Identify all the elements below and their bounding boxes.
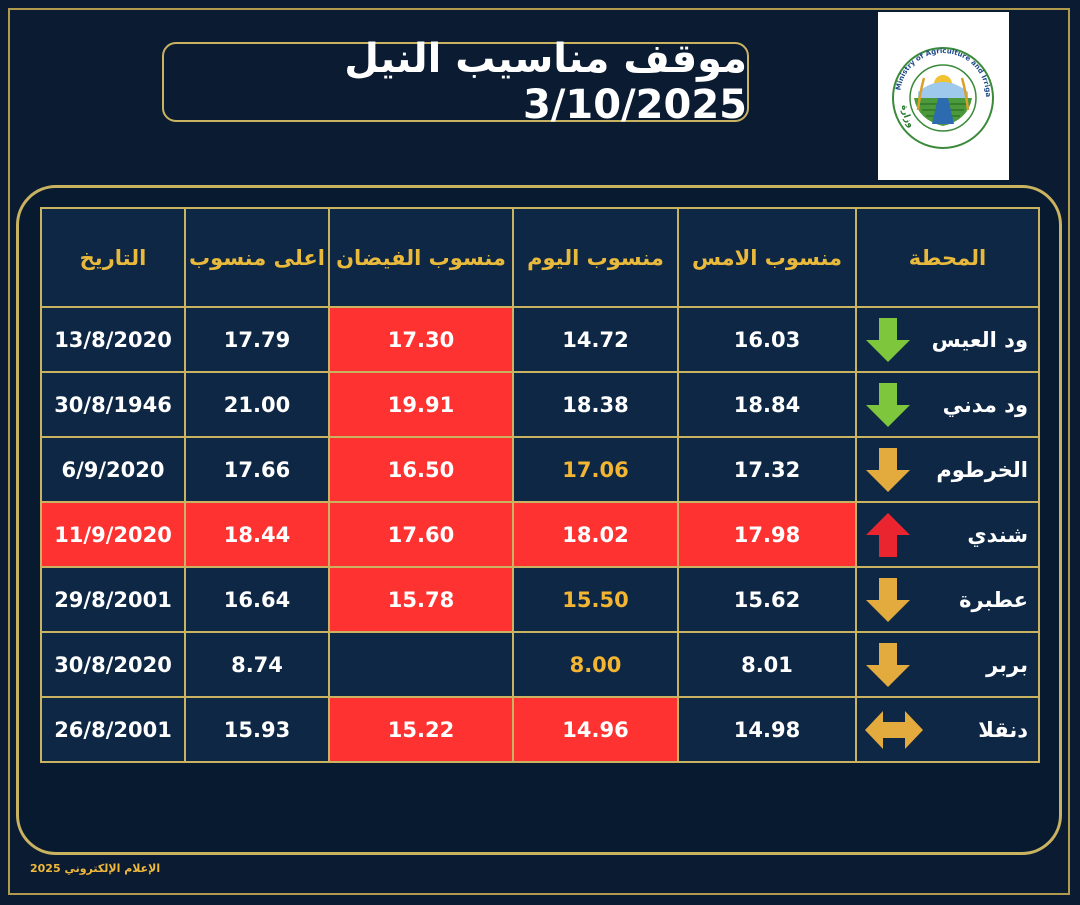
cell-today-level: 18.38: [512, 371, 679, 438]
table-row: 11/9/2020 18.44 17.60 18.02 17.98 شندي: [40, 501, 1040, 568]
nile-levels-table: التاريخ اعلى منسوب منسوب الفيضان منسوب ا…: [40, 207, 1040, 763]
table-row: 30/8/1946 21.00 19.91 18.38 18.84 ود مدن…: [40, 371, 1040, 438]
down-arrow-icon: [866, 577, 910, 622]
page-title: موقف مناسيب النيل 3/10/2025: [344, 36, 747, 128]
table-row: 29/8/2001 16.64 15.78 15.50 15.62 عطبرة: [40, 566, 1040, 633]
cell-today-level: 14.72: [512, 306, 679, 373]
cell-flood-level: 17.30: [328, 306, 514, 373]
cell-yesterday-level: 8.01: [677, 631, 857, 698]
cell-date: 6/9/2020: [40, 436, 186, 503]
table-header-row: التاريخ اعلى منسوب منسوب الفيضان منسوب ا…: [40, 207, 1040, 308]
station-name: شندي: [967, 522, 1028, 547]
cell-station: ود العيس: [855, 306, 1040, 373]
cell-date: 30/8/2020: [40, 631, 186, 698]
cell-max-level: 17.66: [184, 436, 330, 503]
footer-credit: الإعلام الإلكتروني 2025: [30, 862, 161, 875]
cell-yesterday-level: 18.84: [677, 371, 857, 438]
title-box: موقف مناسيب النيل 3/10/2025: [162, 36, 749, 128]
up-arrow-icon: [866, 512, 910, 557]
cell-date: 26/8/2001: [40, 696, 186, 763]
cell-station: عطبرة: [855, 566, 1040, 633]
cell-today-level: 8.00: [512, 631, 679, 698]
header-today-level: منسوب اليوم: [512, 207, 679, 308]
cell-station: دنقلا: [855, 696, 1040, 763]
down-arrow-icon: [866, 317, 910, 362]
header-date: التاريخ: [40, 207, 186, 308]
outer-frame: [8, 8, 1070, 895]
cell-date: 11/9/2020: [40, 501, 186, 568]
cell-max-level: 16.64: [184, 566, 330, 633]
header-max-level: اعلى منسوب: [184, 207, 330, 308]
down-arrow-icon: [866, 447, 910, 492]
cell-flood-level: 16.50: [328, 436, 514, 503]
cell-yesterday-level: 17.32: [677, 436, 857, 503]
station-name: ود العيس: [931, 327, 1028, 352]
cell-yesterday-level: 16.03: [677, 306, 857, 373]
table-row: 26/8/2001 15.93 15.22 14.96 14.98 دنقلا: [40, 696, 1040, 763]
cell-max-level: 21.00: [184, 371, 330, 438]
cell-today-level: 14.96: [512, 696, 679, 763]
ministry-seal-icon: Ministry of Agriculture and Irrigation و…: [874, 5, 994, 149]
cell-date: 29/8/2001: [40, 566, 186, 633]
cell-today-level: 15.50: [512, 566, 679, 633]
cell-station: شندي: [855, 501, 1040, 568]
header-flood-level: منسوب الفيضان: [328, 207, 514, 308]
cell-max-level: 17.79: [184, 306, 330, 373]
table-row: 6/9/2020 17.66 16.50 17.06 17.32 الخرطوم: [40, 436, 1040, 503]
cell-date: 13/8/2020: [40, 306, 186, 373]
cell-flood-level: [328, 631, 514, 698]
cell-yesterday-level: 14.98: [677, 696, 857, 763]
header-yesterday-level: منسوب الامس: [677, 207, 857, 308]
cell-yesterday-level: 17.98: [677, 501, 857, 568]
cell-max-level: 15.93: [184, 696, 330, 763]
down-arrow-icon: [866, 642, 910, 687]
cell-yesterday-level: 15.62: [677, 566, 857, 633]
station-name: بربر: [986, 652, 1028, 677]
station-name: ود مدني: [942, 392, 1028, 417]
cell-flood-level: 19.91: [328, 371, 514, 438]
double-arrow-icon: [865, 710, 923, 749]
cell-station: الخرطوم: [855, 436, 1040, 503]
cell-flood-level: 15.78: [328, 566, 514, 633]
cell-flood-level: 15.22: [328, 696, 514, 763]
header-station: المحطة: [855, 207, 1040, 308]
cell-max-level: 8.74: [184, 631, 330, 698]
cell-flood-level: 17.60: [328, 501, 514, 568]
cell-max-level: 18.44: [184, 501, 330, 568]
ministry-logo: Ministry of Agriculture and Irrigation و…: [874, 5, 1009, 180]
station-name: الخرطوم: [936, 457, 1028, 482]
down-arrow-icon: [866, 382, 910, 427]
station-name: عطبرة: [959, 587, 1028, 612]
cell-date: 30/8/1946: [40, 371, 186, 438]
table-row: 30/8/2020 8.74 8.00 8.01 بربر: [40, 631, 1040, 698]
table-row: 13/8/2020 17.79 17.30 14.72 16.03 ود الع…: [40, 306, 1040, 373]
station-name: دنقلا: [978, 717, 1028, 742]
cell-station: بربر: [855, 631, 1040, 698]
cell-today-level: 18.02: [512, 501, 679, 568]
cell-today-level: 17.06: [512, 436, 679, 503]
cell-station: ود مدني: [855, 371, 1040, 438]
